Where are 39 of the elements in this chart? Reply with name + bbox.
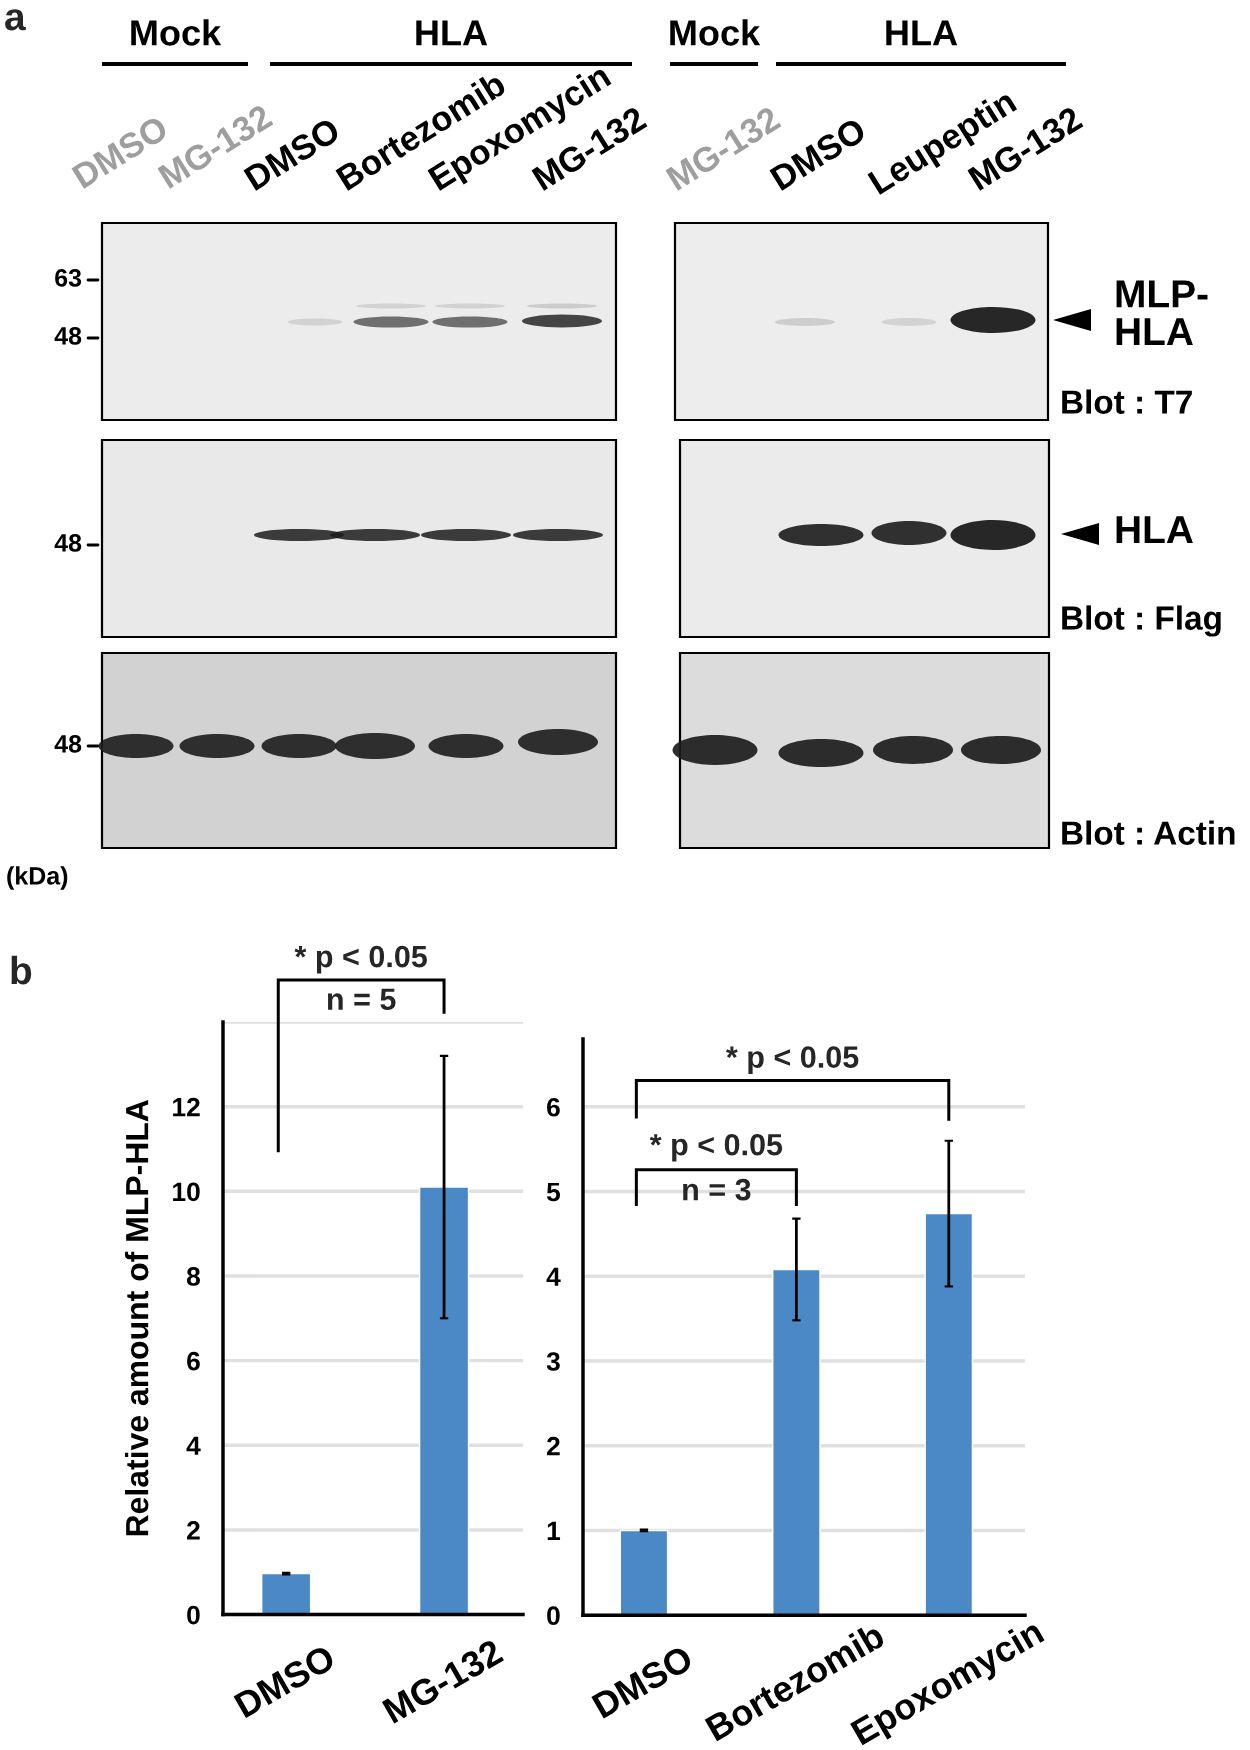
y-tick-label: 0: [187, 1605, 200, 1625]
text: 63: [55, 269, 82, 287]
y-tick-label: 1: [547, 1521, 561, 1541]
y-tick-label: 2: [547, 1436, 560, 1456]
text: Blot : Flag: [1062, 605, 1221, 637]
text: Blot : Actin: [1062, 820, 1235, 845]
y-tick-label: 10: [173, 1182, 200, 1202]
bar: [772, 1268, 821, 1616]
text: Blot : T7: [1062, 389, 1192, 414]
text: Mock: [670, 19, 761, 46]
y-tick-label: 8: [186, 1267, 200, 1286]
annotation: n = 3: [683, 1178, 751, 1201]
y-tick-label: 4: [546, 1267, 561, 1286]
annotation: * p < 0.05: [725, 1046, 859, 1074]
text: Mock: [131, 19, 222, 46]
y-tick-label: 5: [546, 1182, 561, 1202]
y-axis-title: Relative amount of MLP-HLA: [124, 1099, 149, 1536]
y-tick-label: 3: [546, 1352, 560, 1371]
y-tick-label: 12: [173, 1097, 200, 1117]
bar: [924, 1212, 974, 1616]
text: a: [5, 9, 26, 31]
bar: [619, 1529, 669, 1616]
text: (kDa): [7, 866, 68, 890]
text: HLA: [416, 20, 488, 46]
text: HLA: [1116, 516, 1193, 544]
text: 48: [54, 327, 82, 345]
text: HLA: [886, 20, 958, 46]
y-tick-label: 2: [187, 1521, 200, 1540]
y-tick-label: 0: [547, 1606, 560, 1626]
text: n = 5: [327, 988, 396, 1011]
chart-title: b: [11, 955, 32, 985]
text: 48: [54, 534, 82, 552]
text: MLP- HLA: [1116, 280, 1208, 345]
y-tick-label: 6: [187, 1351, 200, 1371]
text: 48: [54, 735, 82, 753]
y-tick-label: 6: [547, 1097, 560, 1117]
text: * p < 0.05: [294, 945, 427, 974]
annotation: * p < 0.05: [649, 1133, 783, 1162]
y-tick-label: 4: [186, 1436, 201, 1455]
